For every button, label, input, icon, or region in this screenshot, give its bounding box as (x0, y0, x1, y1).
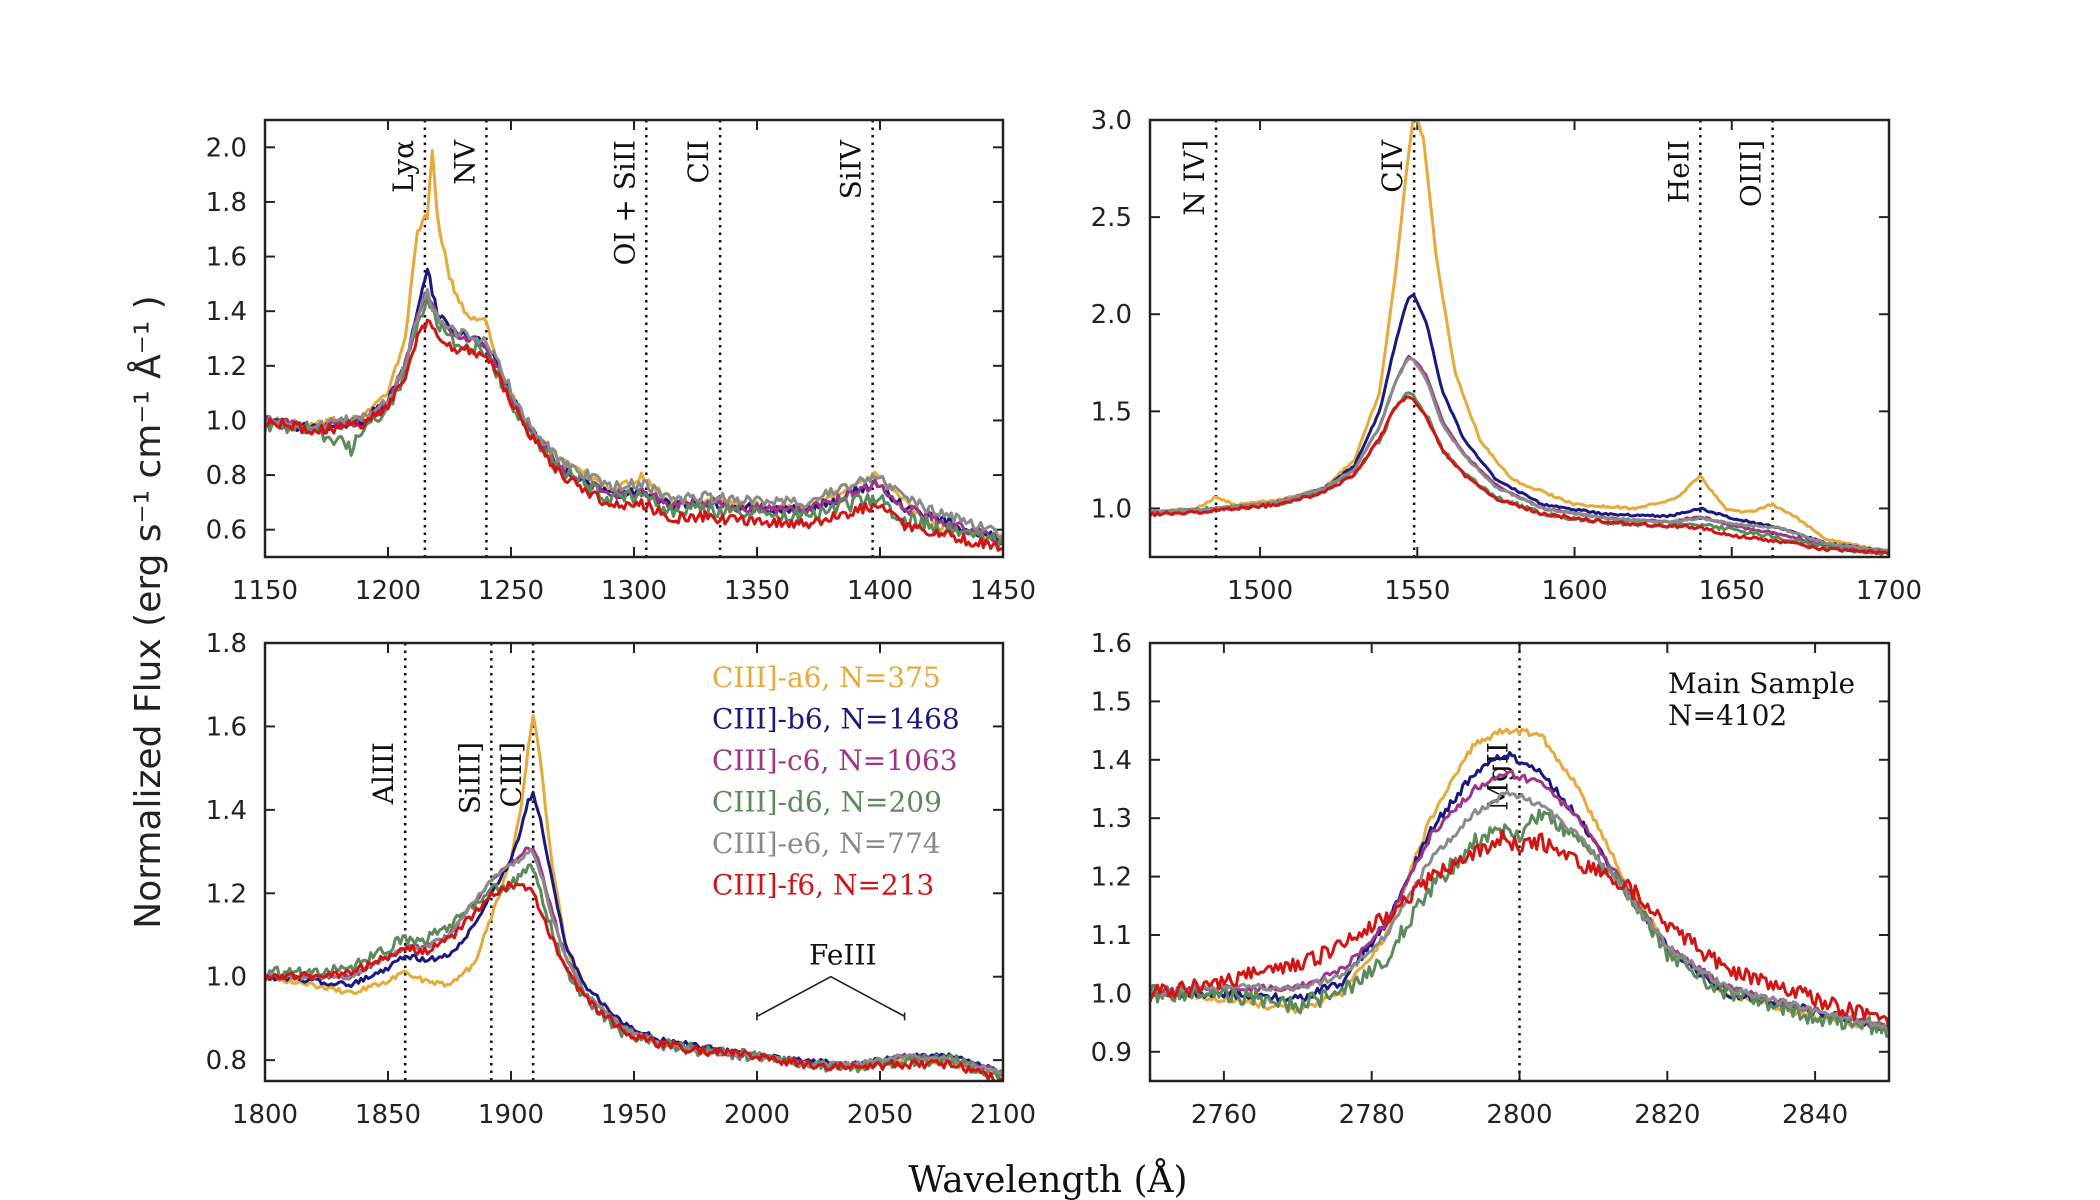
y-tick-label: 1.6 (206, 243, 247, 273)
series-ciii-f6 (1150, 395, 1889, 556)
x-tick-label: 1350 (724, 576, 790, 606)
x-tick-label: 1900 (478, 1100, 544, 1130)
x-tick-label: 1200 (355, 576, 421, 606)
series-ciii-e6 (1150, 357, 1889, 553)
panel-bottom-right: 2760 2780 2800 2820 2840 0.9 1.0 1.1 1.2 1.3 1.4 1.… (1091, 629, 1891, 1130)
y-axis-label: Normalized Flux (erg s⁻¹ cm⁻¹ Å⁻¹ ) (126, 295, 169, 928)
y-tick-label: 1.2 (1091, 863, 1132, 893)
sample-annotation-line: N=4102 (1668, 699, 1787, 732)
axes-frame (1148, 118, 1891, 559)
y-tick-label: 2.5 (1091, 203, 1132, 233)
x-tick-label: 1150 (232, 576, 298, 606)
y-tick-label: 1.8 (206, 188, 247, 218)
x-tick-label: 1850 (355, 1100, 421, 1130)
line-label-cii: CII (682, 140, 715, 184)
series-ciii-f6 (1150, 829, 1889, 1030)
feiii-bracket (756, 975, 905, 1018)
y-tick-label: 3.0 (1091, 106, 1132, 136)
legend-entry-ciii-c6: CIII]-c6, N=1063 (712, 744, 958, 777)
sample-annotation: Main Sample N=4102 (1668, 667, 1855, 732)
x-tick-label: 1550 (1384, 576, 1450, 606)
legend-entry-ciii-f6: CIII]-f6, N=213 (712, 869, 934, 902)
x-tick-label: 1300 (601, 576, 667, 606)
y-tick-label: 2.0 (206, 133, 247, 163)
legend: CIII]-a6, N=375 CIII]-b6, N=1468 CIII]-c6,… (712, 661, 960, 902)
x-tick-label: 1500 (1227, 576, 1293, 606)
axes-frame (263, 641, 1005, 1083)
axes-frame (1148, 641, 1891, 1083)
x-tick-label: 2820 (1634, 1100, 1700, 1130)
y-tick-label: 1.0 (206, 963, 247, 993)
axes-frame (263, 118, 1005, 559)
x-tick-label: 1600 (1541, 576, 1607, 606)
x-tick-label: 2760 (1191, 1100, 1257, 1130)
legend-entry-ciii-d6: CIII]-d6, N=209 (712, 786, 942, 819)
sample-annotation-line: Main Sample (1668, 667, 1855, 700)
x-tick-label: 2100 (970, 1100, 1036, 1130)
series-ciii-f6 (265, 880, 1003, 1081)
y-tick-label: 1.0 (206, 406, 247, 436)
x-tick-label: 1400 (847, 576, 913, 606)
x-tick-label: 1650 (1699, 576, 1765, 606)
line-label-siiv: SiIV (835, 139, 868, 199)
x-tick-label: 2840 (1782, 1100, 1848, 1130)
panel-top-left: 1150 1200 1250 1300 1350 1400 1450 0.6 0.8 1.0 1.2… (206, 118, 1036, 606)
panel-top-right: 1500 1550 1600 1650 1700 1.0 1.5 2.0 2.5 3.0 N IV]… (1091, 106, 1922, 606)
y-tick-label: 1.6 (1091, 629, 1132, 659)
legend-entry-ciii-a6: CIII]-a6, N=375 (712, 661, 941, 694)
line-label-nv: NV (448, 139, 481, 185)
y-tick-label: 0.8 (206, 1046, 247, 1076)
y-tick-label: 1.5 (1091, 687, 1132, 717)
x-tick-label: 2050 (847, 1100, 913, 1130)
x-tick-label: 1450 (970, 576, 1036, 606)
y-tick-label: 1.6 (206, 712, 247, 742)
y-tick-label: 1.0 (1091, 979, 1132, 1009)
series-ciii-f6 (265, 318, 1003, 552)
y-tick-label: 1.2 (206, 352, 247, 382)
line-label-siiii: SiIII] (453, 742, 486, 814)
x-tick-label: 1950 (601, 1100, 667, 1130)
y-tick-label: 1.1 (1091, 921, 1132, 951)
line-label-oi-siii: OI + SiII (608, 140, 641, 266)
series-ciii-e6 (1150, 790, 1889, 1033)
y-tick-label: 1.8 (206, 629, 247, 659)
line-label-oiii: OIII] (1735, 140, 1768, 207)
line-label-ly: Lyα (387, 140, 420, 193)
line-label-n-iv: N IV] (1178, 140, 1211, 216)
x-tick-label: 2800 (1486, 1100, 1552, 1130)
y-tick-label: 0.9 (1091, 1038, 1132, 1068)
x-tick-label: 2000 (724, 1100, 790, 1130)
series-ciii-a6 (1150, 120, 1889, 552)
y-tick-label: 2.0 (1091, 300, 1132, 330)
x-tick-label: 1250 (478, 576, 544, 606)
legend-entry-ciii-e6: CIII]-e6, N=774 (712, 827, 941, 860)
y-tick-label: 1.5 (1091, 397, 1132, 427)
y-tick-label: 1.0 (1091, 494, 1132, 524)
y-tick-label: 1.4 (206, 297, 247, 327)
y-tick-label: 0.8 (206, 461, 247, 491)
y-tick-label: 1.3 (1091, 804, 1132, 834)
legend-entry-ciii-b6: CIII]-b6, N=1468 (712, 703, 960, 736)
panel-bottom-left: 1800 1850 1900 1950 2000 2050 2100 0.8 1.0 1.2 1.4… (206, 629, 1036, 1130)
feiii-label: FeIII (809, 939, 877, 972)
y-tick-label: 0.6 (206, 516, 247, 546)
x-tick-label: 1800 (232, 1100, 298, 1130)
x-axis-label: Wavelength (Å) (908, 1159, 1187, 1200)
line-label-aliii: AlIII (367, 742, 400, 805)
y-tick-label: 1.4 (206, 796, 247, 826)
x-tick-label: 2780 (1339, 1100, 1405, 1130)
y-tick-label: 1.4 (1091, 746, 1132, 776)
y-tick-label: 1.2 (206, 879, 247, 909)
x-tick-label: 1700 (1856, 576, 1922, 606)
line-label-heii: HeII (1662, 140, 1695, 203)
